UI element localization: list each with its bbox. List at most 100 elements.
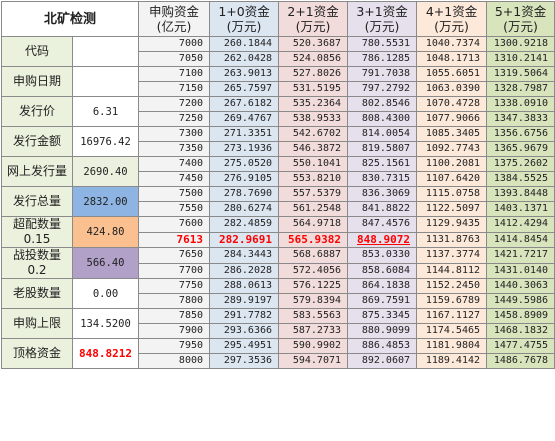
table-cell[interactable]: 1115.0758 [416, 186, 488, 202]
table-cell[interactable]: 1414.8454 [486, 231, 555, 248]
label-code[interactable]: 代码 [1, 36, 73, 67]
table-cell[interactable]: 1393.8448 [486, 186, 555, 202]
table-cell[interactable]: 1137.3774 [416, 247, 488, 264]
value-code[interactable] [71, 36, 140, 67]
table-cell[interactable]: 7400 [138, 156, 211, 172]
value-top[interactable]: 848.8212 [71, 338, 140, 369]
table-cell[interactable]: 7450 [138, 171, 211, 187]
table-cell[interactable]: 564.9718 [278, 216, 349, 233]
table-cell[interactable]: 565.9382 [278, 231, 349, 248]
table-cell[interactable]: 1412.4294 [486, 216, 555, 233]
table-cell[interactable]: 864.1838 [347, 278, 418, 294]
table-cell[interactable]: 780.5531 [347, 36, 418, 52]
table-cell[interactable]: 1055.6051 [416, 66, 488, 82]
table-cell[interactable]: 553.8210 [278, 171, 349, 187]
table-cell[interactable]: 271.3351 [209, 126, 280, 142]
table-cell[interactable]: 1131.8763 [416, 231, 488, 248]
table-cell[interactable]: 7850 [138, 308, 211, 324]
table-cell[interactable]: 7613 [138, 231, 211, 248]
table-cell[interactable]: 1468.1832 [486, 323, 555, 339]
table-cell[interactable]: 535.2364 [278, 96, 349, 112]
table-cell[interactable]: 1159.6789 [416, 293, 488, 309]
table-cell[interactable]: 572.4056 [278, 262, 349, 279]
table-cell[interactable]: 892.0607 [347, 353, 418, 369]
table-cell[interactable]: 7300 [138, 126, 211, 142]
table-cell[interactable]: 561.2548 [278, 201, 349, 217]
table-cell[interactable]: 797.2792 [347, 81, 418, 97]
table-cell[interactable]: 527.8026 [278, 66, 349, 82]
table-cell[interactable]: 291.7782 [209, 308, 280, 324]
table-cell[interactable]: 576.1225 [278, 278, 349, 294]
table-cell[interactable]: 1431.0140 [486, 262, 555, 279]
table-cell[interactable]: 297.3536 [209, 353, 280, 369]
table-cell[interactable]: 1347.3833 [486, 111, 555, 127]
table-cell[interactable]: 1300.9218 [486, 36, 555, 52]
table-cell[interactable]: 848.9072 [347, 231, 418, 248]
table-cell[interactable]: 550.1041 [278, 156, 349, 172]
table-cell[interactable]: 7950 [138, 338, 211, 354]
table-cell[interactable]: 819.5807 [347, 141, 418, 157]
table-cell[interactable]: 1486.7678 [486, 353, 555, 369]
table-cell[interactable]: 1440.3063 [486, 278, 555, 294]
table-cell[interactable]: 8000 [138, 353, 211, 369]
table-cell[interactable]: 791.7038 [347, 66, 418, 82]
table-cell[interactable]: 579.8394 [278, 293, 349, 309]
table-cell[interactable]: 590.9902 [278, 338, 349, 354]
table-cell[interactable]: 1174.5465 [416, 323, 488, 339]
sheet-title[interactable]: 北矿检测 [0, 1, 140, 37]
table-cell[interactable]: 293.6366 [209, 323, 280, 339]
table-cell[interactable]: 1449.5986 [486, 293, 555, 309]
table-cell[interactable]: 1048.1713 [416, 51, 488, 67]
column-header[interactable]: 申购资金 (亿元) [138, 1, 211, 37]
label-top[interactable]: 顶格资金 [1, 338, 73, 369]
table-cell[interactable]: 1085.3405 [416, 126, 488, 142]
table-cell[interactable]: 1328.7987 [486, 81, 555, 97]
table-cell[interactable]: 587.2733 [278, 323, 349, 339]
table-cell[interactable]: 1189.4142 [416, 353, 488, 369]
table-cell[interactable]: 858.6084 [347, 262, 418, 279]
table-cell[interactable]: 262.0428 [209, 51, 280, 67]
table-cell[interactable]: 286.2028 [209, 262, 280, 279]
table-cell[interactable]: 7050 [138, 51, 211, 67]
table-cell[interactable]: 814.0054 [347, 126, 418, 142]
table-cell[interactable]: 1100.2081 [416, 156, 488, 172]
label-date[interactable]: 申购日期 [1, 66, 73, 97]
table-cell[interactable]: 1421.7217 [486, 247, 555, 264]
table-cell[interactable]: 280.6274 [209, 201, 280, 217]
table-cell[interactable]: 265.7597 [209, 81, 280, 97]
table-cell[interactable]: 1070.4728 [416, 96, 488, 112]
table-cell[interactable]: 267.6182 [209, 96, 280, 112]
table-cell[interactable]: 847.4576 [347, 216, 418, 233]
table-cell[interactable]: 1384.5525 [486, 171, 555, 187]
table-cell[interactable]: 1458.8909 [486, 308, 555, 324]
table-cell[interactable]: 7250 [138, 111, 211, 127]
column-header[interactable]: 1+0资金 (万元) [209, 1, 280, 37]
table-cell[interactable]: 282.4859 [209, 216, 280, 233]
column-header[interactable]: 2+1资金 (万元) [278, 1, 349, 37]
value-old[interactable]: 0.00 [71, 278, 140, 309]
table-cell[interactable]: 7000 [138, 36, 211, 52]
label-over[interactable]: 超配数量 0.15 [1, 216, 73, 248]
table-cell[interactable]: 808.4300 [347, 111, 418, 127]
table-cell[interactable]: 841.8822 [347, 201, 418, 217]
table-cell[interactable]: 546.3872 [278, 141, 349, 157]
table-cell[interactable]: 7350 [138, 141, 211, 157]
table-cell[interactable]: 1319.5064 [486, 66, 555, 82]
label-limit[interactable]: 申购上限 [1, 308, 73, 339]
table-cell[interactable]: 1129.9435 [416, 216, 488, 233]
table-cell[interactable]: 520.3687 [278, 36, 349, 52]
table-cell[interactable]: 1167.1127 [416, 308, 488, 324]
table-cell[interactable]: 7600 [138, 216, 211, 233]
table-cell[interactable]: 802.8546 [347, 96, 418, 112]
table-cell[interactable]: 7750 [138, 278, 211, 294]
label-old[interactable]: 老股数量 [1, 278, 73, 309]
table-cell[interactable]: 295.4951 [209, 338, 280, 354]
table-cell[interactable]: 263.9013 [209, 66, 280, 82]
table-cell[interactable]: 1152.2450 [416, 278, 488, 294]
label-online[interactable]: 网上发行量 [1, 156, 73, 187]
table-cell[interactable]: 289.9197 [209, 293, 280, 309]
table-cell[interactable]: 583.5563 [278, 308, 349, 324]
table-cell[interactable]: 786.1285 [347, 51, 418, 67]
table-cell[interactable]: 1077.9066 [416, 111, 488, 127]
table-cell[interactable]: 542.6702 [278, 126, 349, 142]
